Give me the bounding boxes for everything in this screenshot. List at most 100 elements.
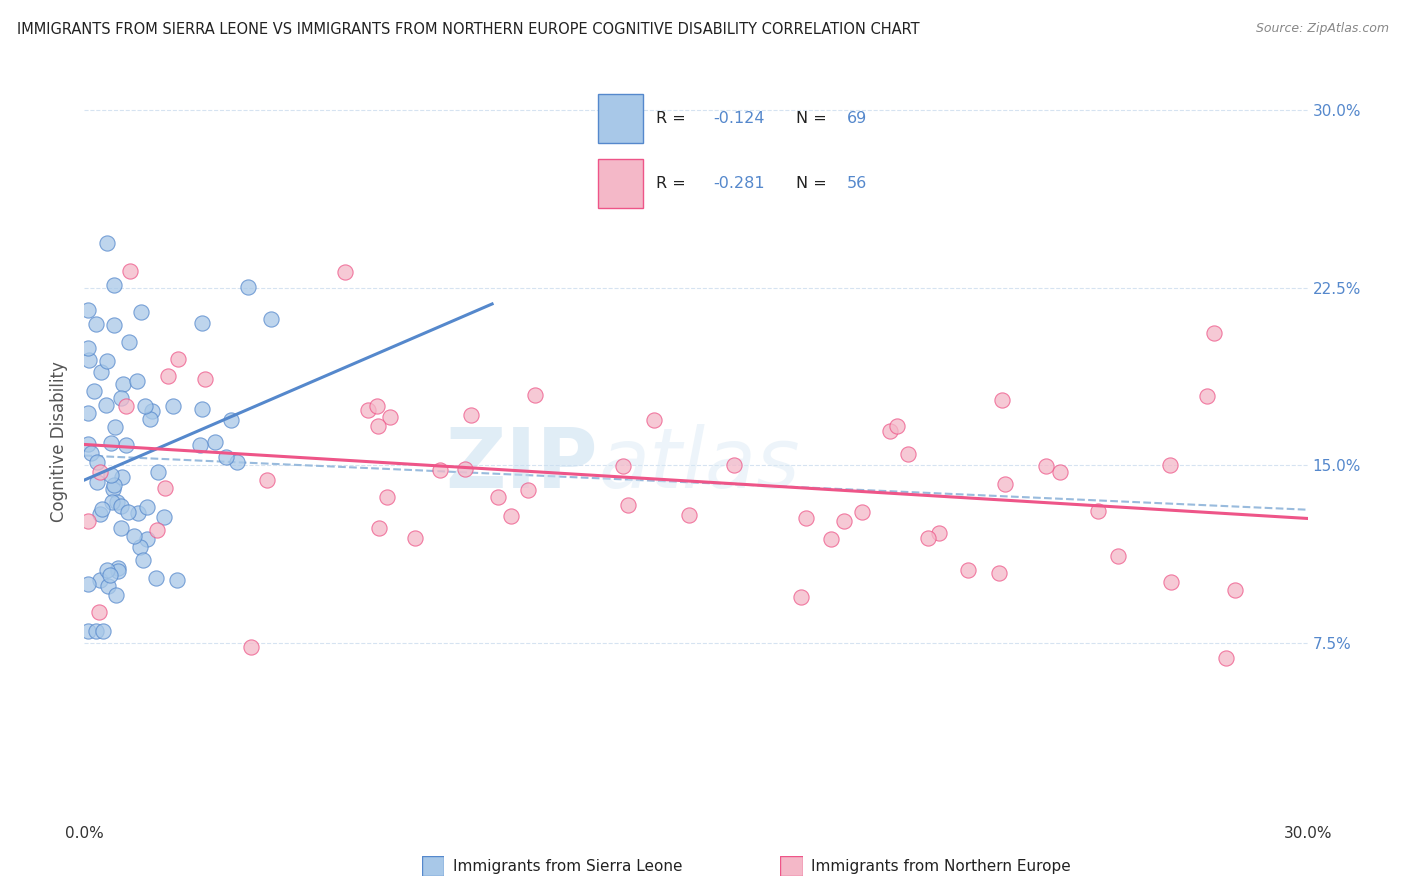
Point (146, 524, 169, 538)
Point (148, 465, 170, 479)
Point (87, 605, 110, 619)
Point (103, 318, 125, 333)
Point (96, 354, 118, 368)
Point (110, 391, 132, 405)
Point (83, 384, 105, 398)
Point (335, 265, 357, 279)
Point (125, 374, 148, 388)
Point (723, 458, 745, 472)
FancyBboxPatch shape (780, 856, 803, 876)
Point (366, 399, 388, 413)
Point (368, 521, 391, 535)
Point (122, 529, 145, 543)
Point (100, 494, 122, 508)
Point (834, 514, 856, 528)
Y-axis label: Cognitive Disability: Cognitive Disability (51, 361, 69, 522)
Point (100, 436, 122, 450)
Point (617, 498, 640, 512)
Point (820, 532, 842, 546)
Point (89, 508, 111, 522)
Point (110, 499, 132, 513)
Point (215, 450, 238, 464)
Text: ZIP: ZIP (446, 424, 598, 505)
Point (1204, 326, 1226, 340)
Point (89, 465, 111, 479)
Point (240, 640, 263, 654)
Point (1049, 465, 1071, 479)
Point (460, 408, 482, 422)
Point (103, 477, 125, 491)
Point (118, 264, 141, 278)
Point (77, 624, 100, 639)
Point (91, 502, 114, 516)
Point (77, 577, 100, 591)
Point (260, 312, 283, 326)
Point (86, 454, 108, 468)
Point (1107, 549, 1129, 563)
Point (105, 495, 128, 509)
Point (1223, 583, 1246, 598)
Point (166, 351, 188, 366)
Point (115, 438, 138, 452)
Point (194, 372, 217, 386)
Point (897, 447, 920, 461)
Point (225, 455, 247, 469)
Point (157, 368, 180, 383)
Point (139, 411, 162, 425)
Point (162, 399, 184, 413)
Text: IMMIGRANTS FROM SIERRA LEONE VS IMMIGRANTS FROM NORTHERN EUROPE COGNITIVE DISABI: IMMIGRANTS FROM SIERRA LEONE VS IMMIGRAN… (17, 22, 920, 37)
Point (357, 403, 380, 417)
Point (987, 566, 1010, 581)
Point (1035, 458, 1057, 473)
Point (96, 563, 118, 577)
Point (77, 437, 100, 451)
Point (77, 341, 100, 355)
Point (96, 235, 118, 250)
Point (404, 531, 426, 545)
Point (191, 401, 214, 416)
Point (77, 352, 100, 367)
Point (90, 365, 112, 379)
Point (117, 505, 139, 519)
Point (136, 532, 159, 546)
Point (367, 418, 389, 433)
Point (678, 508, 700, 522)
Point (1195, 389, 1218, 403)
Point (153, 510, 176, 524)
Point (145, 571, 167, 585)
Point (103, 278, 125, 293)
Point (188, 438, 211, 452)
Point (991, 393, 1014, 408)
Point (879, 424, 901, 438)
Point (127, 506, 149, 520)
Point (107, 561, 129, 575)
Point (131, 553, 153, 567)
Point (256, 473, 278, 487)
Point (107, 564, 129, 578)
Point (115, 399, 138, 413)
Point (794, 511, 817, 525)
Text: Immigrants from Northern Europe: Immigrants from Northern Europe (811, 859, 1071, 873)
Point (77, 303, 100, 318)
Point (375, 490, 398, 504)
Point (190, 316, 212, 330)
Point (219, 413, 242, 427)
Point (851, 505, 873, 519)
Point (97, 579, 120, 593)
Point (129, 305, 152, 319)
Text: Immigrants from Sierra Leone: Immigrants from Sierra Leone (453, 859, 682, 873)
Point (129, 540, 152, 554)
Point (91, 624, 114, 639)
Point (643, 413, 665, 427)
Point (429, 462, 451, 476)
Point (100, 467, 122, 482)
Point (86, 475, 108, 489)
Point (153, 481, 176, 495)
Point (84, 624, 107, 639)
Point (1215, 651, 1237, 665)
Text: Source: ZipAtlas.com: Source: ZipAtlas.com (1256, 22, 1389, 36)
Point (204, 434, 226, 449)
Point (105, 588, 128, 602)
Point (928, 525, 950, 540)
Point (790, 590, 813, 604)
